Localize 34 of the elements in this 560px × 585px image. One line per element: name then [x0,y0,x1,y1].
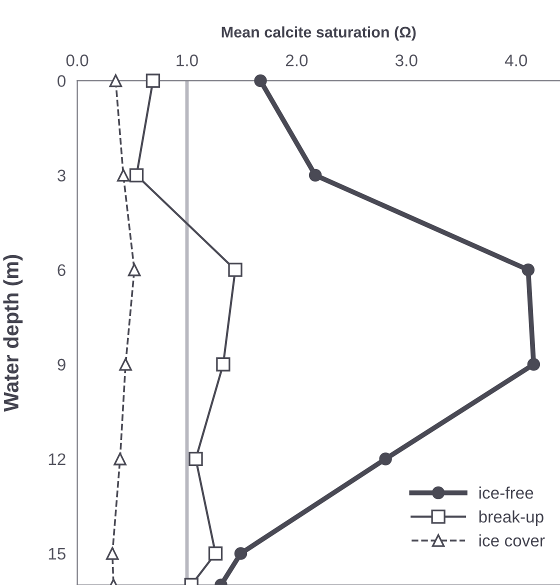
point [146,74,160,88]
point [188,452,203,466]
y-tick-label: 15 [48,548,66,560]
point [234,547,248,560]
x-tick-label: 0.0 [66,54,88,66]
point [208,546,223,561]
legend-label: ice-free [479,486,534,499]
point [116,168,130,182]
legend-label: break-up [479,510,544,526]
x-tick-label: 3.0 [395,54,418,66]
point [522,263,535,276]
x-axis-title: Mean calcite saturation (Ω) [222,26,416,41]
legend-label: ice cover [479,534,545,547]
y-tick-label: 9 [58,358,66,371]
y-tick-label: 6 [58,264,66,276]
point [308,168,322,182]
y-tick-label: 3 [58,170,66,182]
point [119,358,132,371]
point [129,168,144,182]
y-axis-title: Water depth (m) [3,255,23,412]
point [228,262,242,277]
x-tick-label: 1.0 [176,54,198,66]
x-tick-label: 4.0 [504,54,528,66]
point [527,358,540,371]
point [128,263,141,276]
point [114,452,126,466]
point [216,357,230,372]
y-tick-label: 12 [48,453,66,465]
point [254,74,267,88]
point [106,547,119,560]
point [379,452,392,466]
point [109,74,122,88]
x-tick-label: 2.0 [286,54,308,66]
y-tick-label: 0 [58,75,66,87]
